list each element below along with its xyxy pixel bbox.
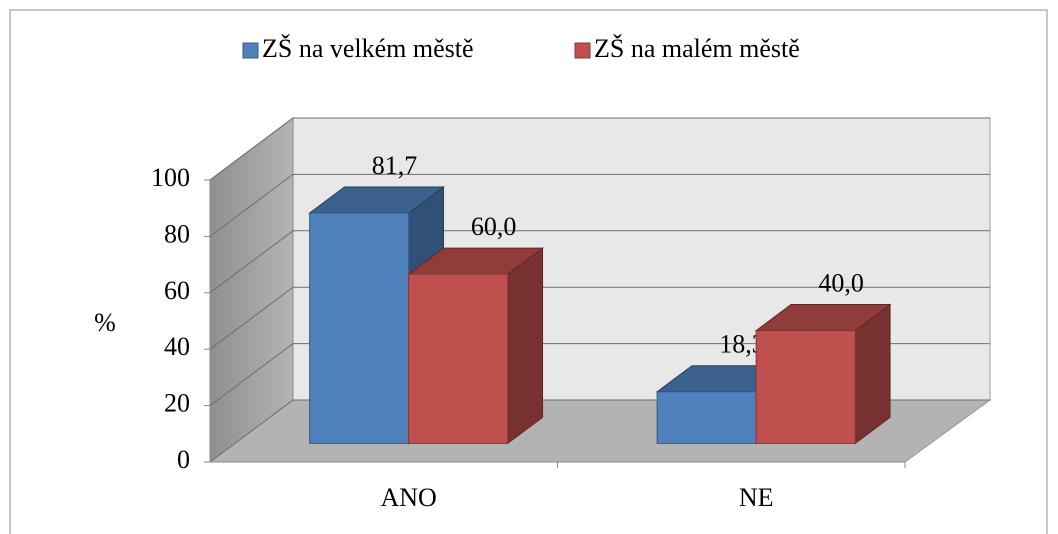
y-tick-label: 20 [164,389,190,418]
legend-label: ZŠ na velkém městě [262,34,474,63]
y-axis-label: % [94,308,116,337]
bar [408,273,509,444]
legend-swatch [574,42,591,59]
bar [309,212,410,444]
x-tick-label: NE [739,483,774,512]
y-tick-label: 60 [164,276,190,305]
data-label: 60,0 [471,212,517,241]
y-tick-label: 40 [164,332,190,361]
y-tick-label: 0 [177,445,190,474]
y-tick-label: 100 [151,163,190,192]
bar [656,391,757,444]
grid-line [209,117,990,181]
grid-line [209,286,990,350]
bar-side [507,247,544,445]
bar [755,330,856,444]
legend-swatch [242,42,259,59]
x-tick-label: ANO [380,483,436,512]
data-label: 81,7 [372,151,418,180]
data-label: 40,0 [818,269,864,298]
grid-line [209,173,990,237]
legend-label: ZŠ na malém městě [594,34,800,63]
y-tick-label: 80 [164,219,190,248]
grid-line [209,230,990,294]
